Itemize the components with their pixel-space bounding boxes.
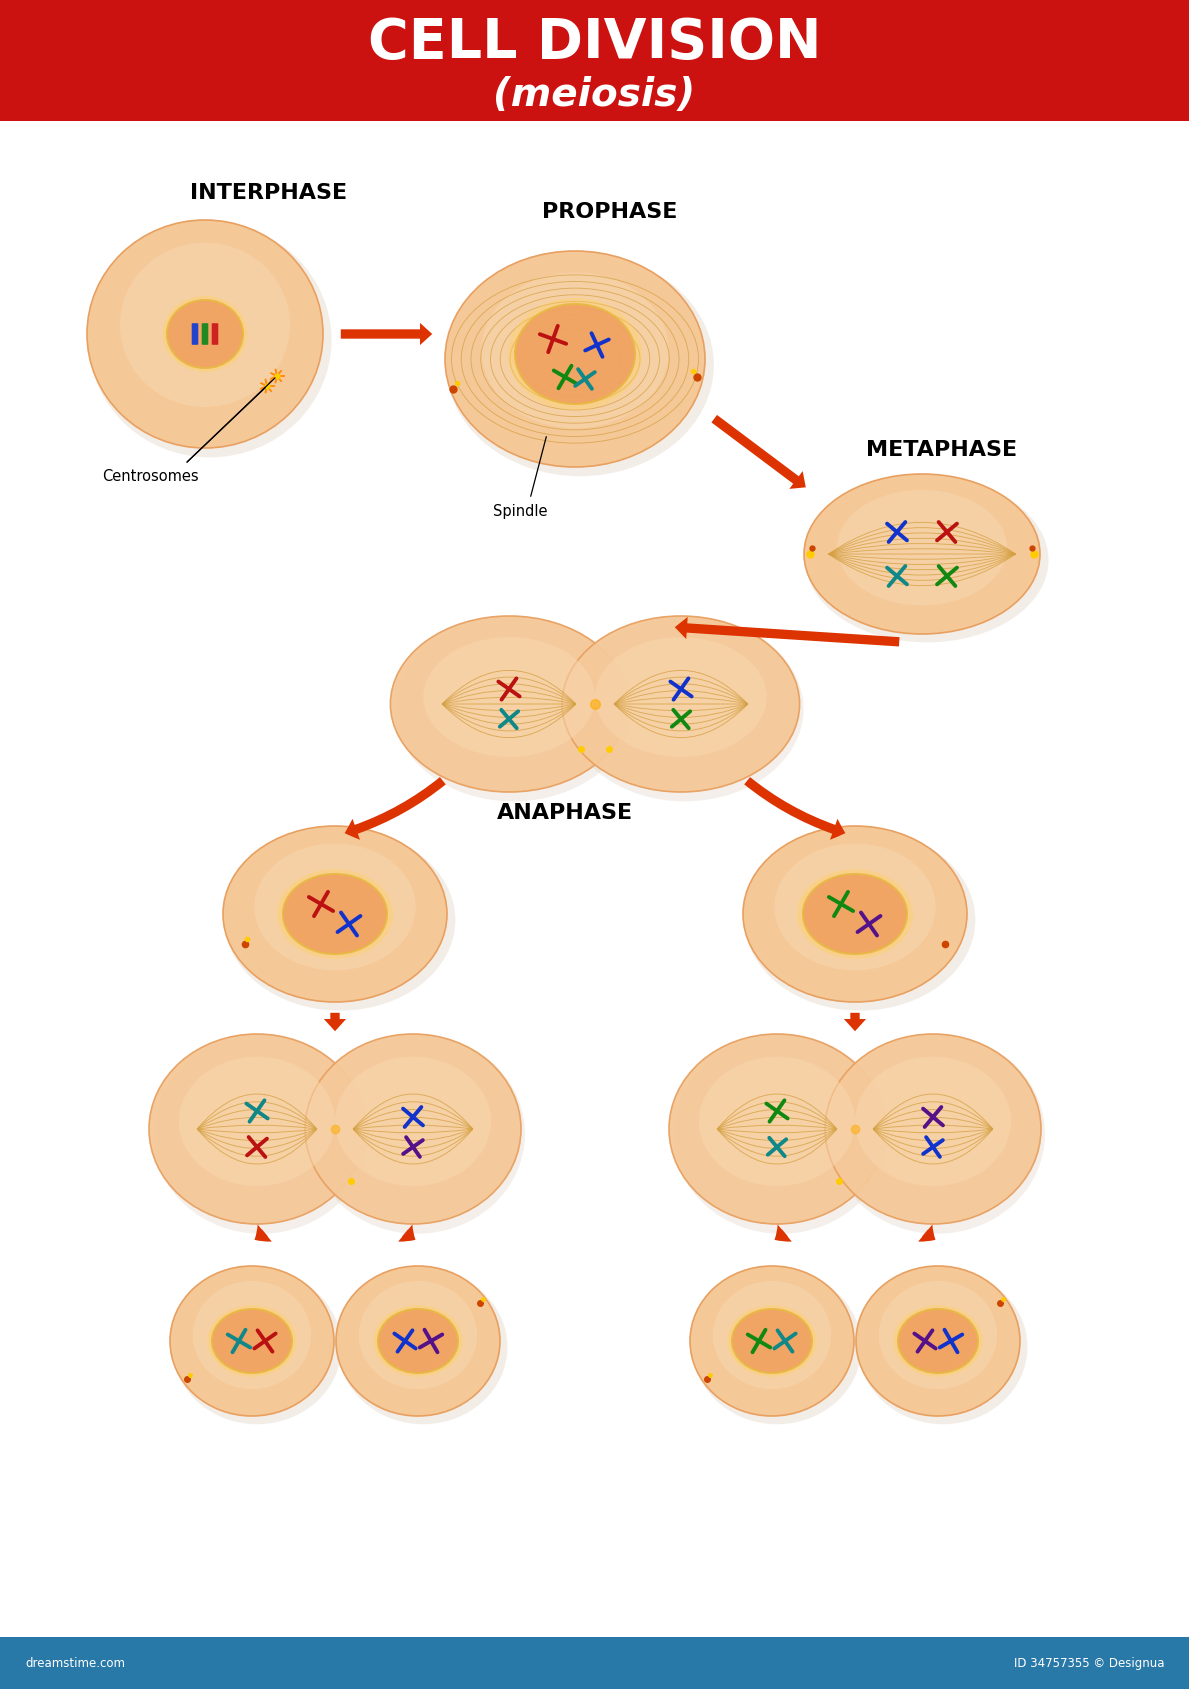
Ellipse shape — [170, 1267, 334, 1415]
Ellipse shape — [153, 1035, 369, 1235]
Ellipse shape — [163, 297, 247, 373]
Ellipse shape — [673, 1035, 889, 1235]
Text: ANAPHASE: ANAPHASE — [497, 802, 633, 823]
Ellipse shape — [339, 1270, 508, 1424]
Ellipse shape — [336, 1267, 501, 1415]
Ellipse shape — [207, 1306, 297, 1377]
Ellipse shape — [515, 304, 635, 405]
Ellipse shape — [172, 1270, 341, 1424]
Ellipse shape — [804, 475, 1040, 635]
Ellipse shape — [395, 616, 633, 802]
Ellipse shape — [562, 616, 799, 792]
Ellipse shape — [713, 1282, 831, 1388]
Ellipse shape — [728, 1306, 817, 1377]
Ellipse shape — [669, 1034, 885, 1225]
Ellipse shape — [224, 826, 447, 1002]
Ellipse shape — [359, 1282, 477, 1388]
Ellipse shape — [225, 829, 455, 1012]
Ellipse shape — [373, 1306, 463, 1377]
Text: INTERPHASE: INTERPHASE — [190, 182, 347, 203]
Ellipse shape — [283, 875, 386, 954]
Ellipse shape — [825, 1034, 1042, 1225]
Text: dreamstime.com: dreamstime.com — [25, 1657, 125, 1669]
Ellipse shape — [166, 301, 243, 368]
Ellipse shape — [732, 1309, 812, 1373]
FancyBboxPatch shape — [0, 1637, 1189, 1689]
FancyBboxPatch shape — [0, 0, 1189, 122]
Ellipse shape — [594, 638, 767, 757]
Ellipse shape — [774, 844, 936, 971]
Ellipse shape — [212, 1309, 292, 1373]
Text: Spindle: Spindle — [492, 505, 547, 519]
Ellipse shape — [87, 221, 323, 449]
Ellipse shape — [508, 299, 642, 410]
FancyBboxPatch shape — [212, 324, 219, 346]
Ellipse shape — [858, 1270, 1027, 1424]
Text: ID 34757355 © Designua: ID 34757355 © Designua — [1014, 1657, 1165, 1669]
Ellipse shape — [482, 274, 668, 429]
Ellipse shape — [805, 478, 1049, 644]
Text: PROPHASE: PROPHASE — [542, 203, 678, 221]
Ellipse shape — [803, 875, 907, 954]
FancyBboxPatch shape — [202, 324, 208, 346]
Ellipse shape — [193, 1282, 312, 1388]
Ellipse shape — [829, 1035, 1045, 1235]
Ellipse shape — [277, 870, 394, 959]
Ellipse shape — [879, 1282, 998, 1388]
Ellipse shape — [898, 1309, 979, 1373]
Ellipse shape — [335, 1057, 491, 1186]
Ellipse shape — [88, 223, 332, 458]
Text: METAPHASE: METAPHASE — [867, 439, 1018, 459]
FancyBboxPatch shape — [191, 324, 199, 346]
Ellipse shape — [446, 255, 713, 476]
Ellipse shape — [445, 252, 705, 468]
Text: (meiosis): (meiosis) — [493, 76, 696, 115]
Ellipse shape — [120, 243, 290, 407]
Ellipse shape — [390, 616, 628, 792]
Ellipse shape — [797, 870, 913, 959]
Ellipse shape — [699, 1057, 855, 1186]
Ellipse shape — [306, 1034, 521, 1225]
Ellipse shape — [690, 1267, 854, 1415]
Ellipse shape — [856, 1267, 1020, 1415]
Ellipse shape — [837, 491, 1007, 606]
Ellipse shape — [855, 1057, 1011, 1186]
Ellipse shape — [423, 638, 594, 757]
Text: Centrosomes: Centrosomes — [102, 470, 199, 485]
Ellipse shape — [149, 1034, 365, 1225]
Ellipse shape — [566, 616, 804, 802]
Ellipse shape — [744, 829, 975, 1012]
Ellipse shape — [692, 1270, 862, 1424]
Ellipse shape — [180, 1057, 335, 1186]
Ellipse shape — [743, 826, 967, 1002]
Ellipse shape — [309, 1035, 526, 1235]
Ellipse shape — [893, 1306, 983, 1377]
Ellipse shape — [254, 844, 416, 971]
Ellipse shape — [378, 1309, 458, 1373]
Text: CELL DIVISION: CELL DIVISION — [367, 15, 822, 69]
